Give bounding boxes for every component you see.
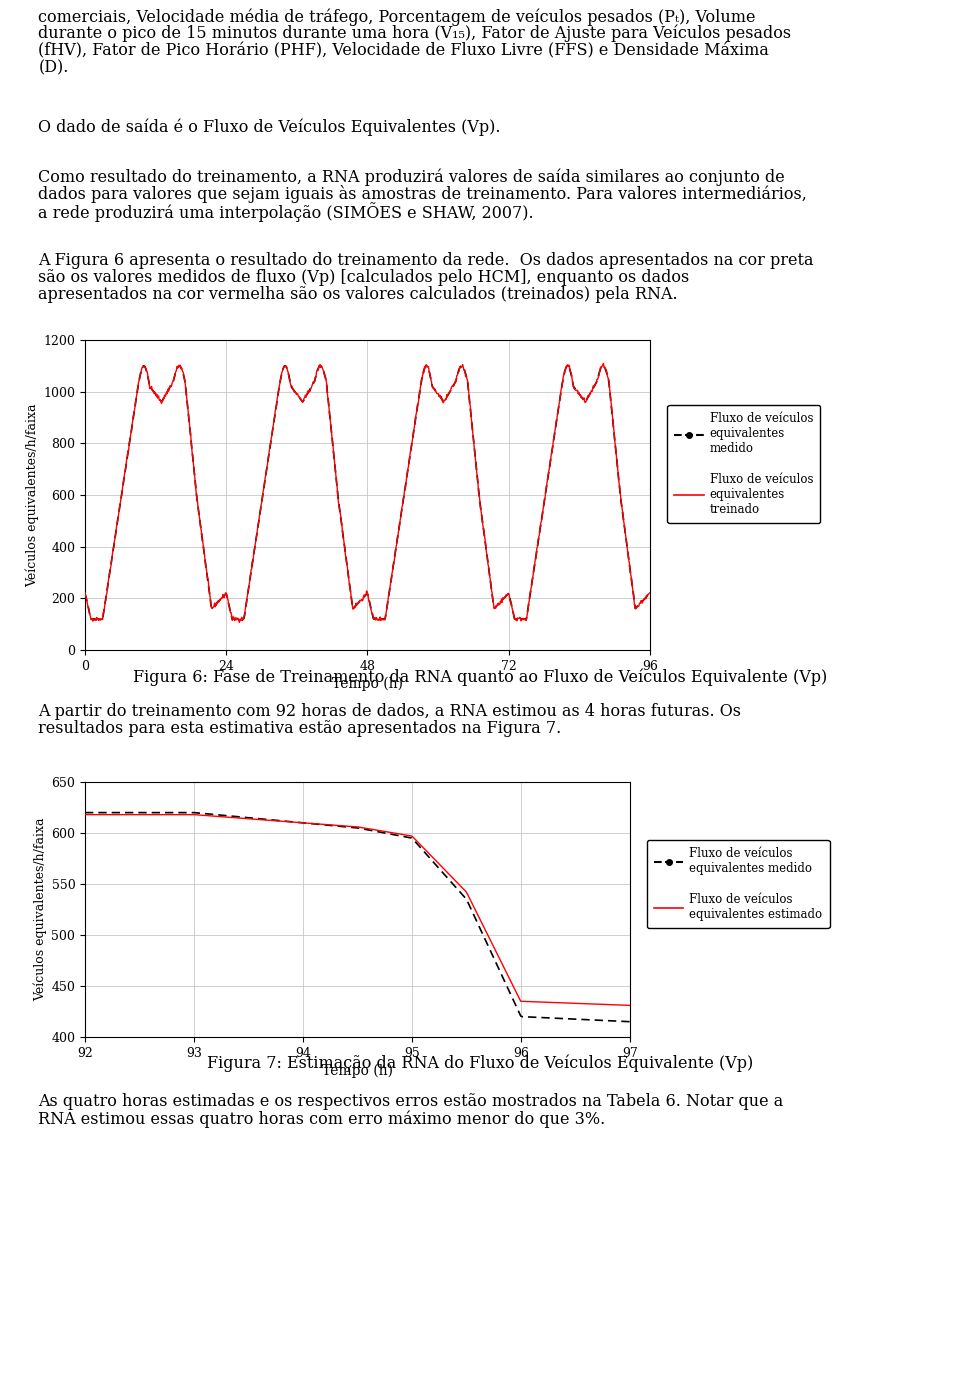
Text: Figura 7: Estimação da RNA do Fluxo de Veículos Equivalente (Vp): Figura 7: Estimação da RNA do Fluxo de V… xyxy=(206,1054,754,1072)
X-axis label: Tempo (h): Tempo (h) xyxy=(322,1064,393,1078)
Text: são os valores medidos de fluxo (Vp) [calculados pelo HCM], enquanto os dados: são os valores medidos de fluxo (Vp) [ca… xyxy=(38,269,689,286)
Text: apresentados na cor vermelha são os valores calculados (treinados) pela RNA.: apresentados na cor vermelha são os valo… xyxy=(38,286,678,303)
Y-axis label: Veículos equivalentes/h/faixa: Veículos equivalentes/h/faixa xyxy=(26,404,39,586)
Text: (fHV), Fator de Pico Horário (PHF), Velocidade de Fluxo Livre (FFS) e Densidade : (fHV), Fator de Pico Horário (PHF), Velo… xyxy=(38,43,769,59)
Text: A Figura 6 apresenta o resultado do treinamento da rede.  Os dados apresentados : A Figura 6 apresenta o resultado do trei… xyxy=(38,253,814,269)
Text: comerciais, Velocidade média de tráfego, Porcentagem de veículos pesados (Pₜ), V: comerciais, Velocidade média de tráfego,… xyxy=(38,8,756,26)
Text: RNA estimou essas quatro horas com erro máximo menor do que 3%.: RNA estimou essas quatro horas com erro … xyxy=(38,1109,606,1127)
Legend: Fluxo de veículos
equivalentes medido, Fluxo de veículos
equivalentes estimado: Fluxo de veículos equivalentes medido, F… xyxy=(647,840,829,928)
X-axis label: Tempo (h): Tempo (h) xyxy=(332,677,403,691)
Text: O dado de saída é o Fluxo de Veículos Equivalentes (Vp).: O dado de saída é o Fluxo de Veículos Eq… xyxy=(38,118,501,136)
Legend: Fluxo de veículos
equivalentes
medido, Fluxo de veículos
equivalentes
treinado: Fluxo de veículos equivalentes medido, F… xyxy=(667,405,820,523)
Text: A partir do treinamento com 92 horas de dados, a RNA estimou as 4 horas futuras.: A partir do treinamento com 92 horas de … xyxy=(38,703,741,719)
Y-axis label: Veículos equivalentes/h/faixa: Veículos equivalentes/h/faixa xyxy=(34,818,47,1001)
Text: As quatro horas estimadas e os respectivos erros estão mostrados na Tabela 6. No: As quatro horas estimadas e os respectiv… xyxy=(38,1093,783,1109)
Text: Como resultado do treinamento, a RNA produzirá valores de saída similares ao con: Como resultado do treinamento, a RNA pro… xyxy=(38,168,785,185)
Text: (D).: (D). xyxy=(38,59,69,76)
Text: a rede produzirá uma interpolação (SIMÕES e SHAW, 2007).: a rede produzirá uma interpolação (SIMÕE… xyxy=(38,202,534,222)
Text: resultados para esta estimativa estão apresentados na Figura 7.: resultados para esta estimativa estão ap… xyxy=(38,719,562,737)
Text: Figura 6: Fase de Treinamento da RNA quanto ao Fluxo de Veículos Equivalente (Vp: Figura 6: Fase de Treinamento da RNA qua… xyxy=(132,669,828,685)
Text: durante o pico de 15 minutos durante uma hora (V₁₅), Fator de Ajuste para Veícul: durante o pico de 15 minutos durante uma… xyxy=(38,25,792,43)
Text: dados para valores que sejam iguais às amostras de treinamento. Para valores int: dados para valores que sejam iguais às a… xyxy=(38,185,807,203)
